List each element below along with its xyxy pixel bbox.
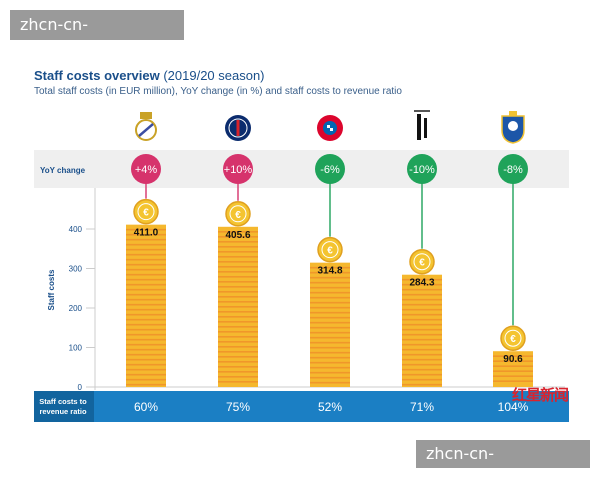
crest-sash [138, 123, 154, 137]
y-axis-label: Staff costs [47, 269, 56, 310]
coin-icon-ring [413, 253, 431, 271]
staff-costs-chart: YoY change 0 100 200 300 400 Staff costs Staff … [34, 110, 569, 422]
y-tick-label: 200 [69, 304, 83, 313]
ratio-value-label: 52% [318, 400, 342, 414]
bar-group: 90.6 € -8% 104% [493, 154, 533, 414]
yoy-circle [131, 154, 161, 184]
ratio-label-line2: revenue ratio [39, 407, 87, 416]
ratio-label-box [34, 391, 94, 422]
yoy-label: YoY change [40, 166, 86, 175]
value-label: 90.6 [503, 354, 523, 365]
bayern-crest-icon [317, 115, 343, 141]
value-label: 284.3 [409, 278, 434, 289]
y-tick-label: 400 [69, 225, 83, 234]
coin-icon-ring [504, 329, 522, 347]
watermark-top: zhcn-cn-kering.com [10, 10, 184, 64]
yoy-circle [315, 154, 345, 184]
yoy-value-label: -10% [409, 164, 435, 176]
crest-stroke [417, 114, 421, 140]
crest-diamond [330, 128, 333, 131]
coin-euro-icon: € [143, 208, 149, 219]
watermark-bottom: zhcn-cn-kering.com [416, 440, 590, 491]
crest-crown [509, 111, 517, 116]
coin-icon-ring [229, 205, 247, 223]
crest-header [414, 110, 430, 112]
bar-group: 314.8 € -6% 52% [310, 154, 350, 414]
chart-title: Staff costs overview (2019/20 season) [34, 68, 265, 83]
crest-ball [508, 121, 518, 131]
ratio-value-label: 60% [134, 400, 158, 414]
bar-group: 284.3 € -10% 71% [402, 154, 442, 414]
psg-crest-icon [225, 115, 251, 141]
yoy-value-label: -8% [503, 164, 523, 176]
crest-stroke [424, 118, 427, 138]
coin-icon-ring [321, 241, 339, 259]
coin-icon-ring [137, 203, 155, 221]
value-label: 405.6 [225, 230, 250, 241]
bar-group: 405.6 € +10% 75% [218, 154, 258, 414]
ratio-value-label: 75% [226, 400, 250, 414]
coin-euro-icon: € [235, 210, 241, 221]
chart-subtitle: Total staff costs (in EUR million), YoY … [34, 86, 402, 97]
y-tick-label: 0 [78, 383, 83, 392]
crest-crown [140, 112, 152, 119]
ratio-band [34, 391, 569, 422]
ratio-value-label: 71% [410, 400, 434, 414]
ratio-label-line1: Staff costs to [39, 397, 87, 406]
yoy-value-label: +10% [224, 164, 253, 176]
yoy-value-label: +4% [135, 164, 158, 176]
yoy-circle [498, 154, 528, 184]
yoy-band [34, 150, 569, 188]
chart-title-bold: Staff costs overview [34, 68, 160, 83]
yoy-value-label: -6% [320, 164, 340, 176]
porto-crest-icon [501, 111, 525, 144]
bar [402, 274, 442, 387]
coin-euro-icon: € [510, 334, 516, 345]
coin-euro-icon: € [327, 246, 333, 257]
value-label: 411.0 [134, 228, 159, 239]
yoy-circle [407, 154, 437, 184]
coin-euro-icon: € [419, 258, 425, 269]
crest-tower [236, 120, 240, 136]
bar-group: 411.0 € +4% 60% [126, 154, 166, 414]
yoy-circle [223, 154, 253, 184]
juventus-crest-icon [414, 110, 430, 140]
y-tick-label: 300 [69, 265, 83, 274]
corner-logo: 红星新闻 [512, 386, 569, 404]
ratio-value-label: 104% [498, 400, 529, 414]
crest-diamond [327, 125, 330, 128]
y-tick-label: 100 [69, 344, 83, 353]
real-madrid-crest-icon [135, 112, 157, 141]
chart-title-season: (2019/20 season) [159, 68, 265, 83]
value-label: 314.8 [317, 266, 342, 277]
